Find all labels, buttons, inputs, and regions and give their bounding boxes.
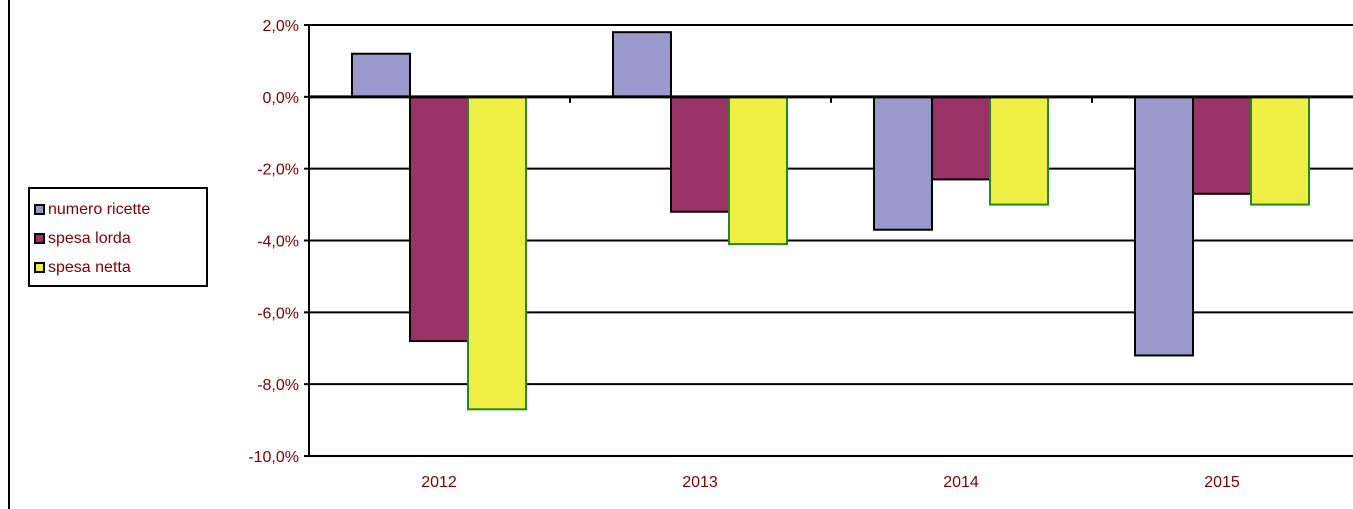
y-tick-label: 0,0% [263,90,299,107]
bar-numero-ricette-2015 [1134,95,1194,357]
legend-label-spesa-netta: spesa netta [48,258,131,276]
legend: numero ricette spesa lorda spesa netta [28,187,208,287]
bar-spesa-netta-2014 [989,95,1049,206]
bar-numero-ricette-2014 [873,95,933,231]
bar-numero-ricette-2012 [351,52,411,98]
axes [304,24,1353,457]
bars [351,31,1310,411]
bar-spesa-netta-2013 [728,95,788,246]
legend-item-spesa-lorda: spesa lorda [34,224,206,253]
legend-swatch-numero-ricette [34,204,45,215]
y-tick-label: -8,0% [257,377,299,394]
bar-spesa-netta-2015 [1250,95,1310,206]
x-tick-label: 2015 [1204,474,1240,491]
bar-numero-ricette-2013 [612,31,672,98]
legend-item-spesa-netta: spesa netta [34,253,206,282]
legend-swatch-spesa-lorda [34,233,45,244]
y-tick-label: -6,0% [257,305,299,322]
y-tick-label: 2,0% [263,18,299,35]
bar-spesa-lorda-2012 [409,95,469,343]
x-axis-tick-labels: 2012 2013 2014 2015 [421,474,1240,491]
y-tick-label: -2,0% [257,162,299,179]
y-tick-label: -10,0% [248,449,299,466]
y-tick-label: -4,0% [257,234,299,251]
legend-label-spesa-lorda: spesa lorda [48,229,131,247]
legend-label-numero-ricette: numero ricette [48,200,151,218]
x-tick-label: 2013 [682,474,718,491]
bar-spesa-lorda-2015 [1192,95,1252,195]
bar-spesa-netta-2012 [467,95,527,411]
legend-item-numero-ricette: numero ricette [34,195,206,224]
legend-swatch-spesa-netta [34,262,45,273]
x-tick-label: 2012 [421,474,457,491]
x-tick-label: 2014 [943,474,979,491]
bar-spesa-lorda-2014 [931,95,991,181]
y-axis-tick-labels: 2,0% 0,0% -2,0% -4,0% -6,0% -8,0% -10,0% [248,18,299,466]
bar-spesa-lorda-2013 [670,95,730,213]
